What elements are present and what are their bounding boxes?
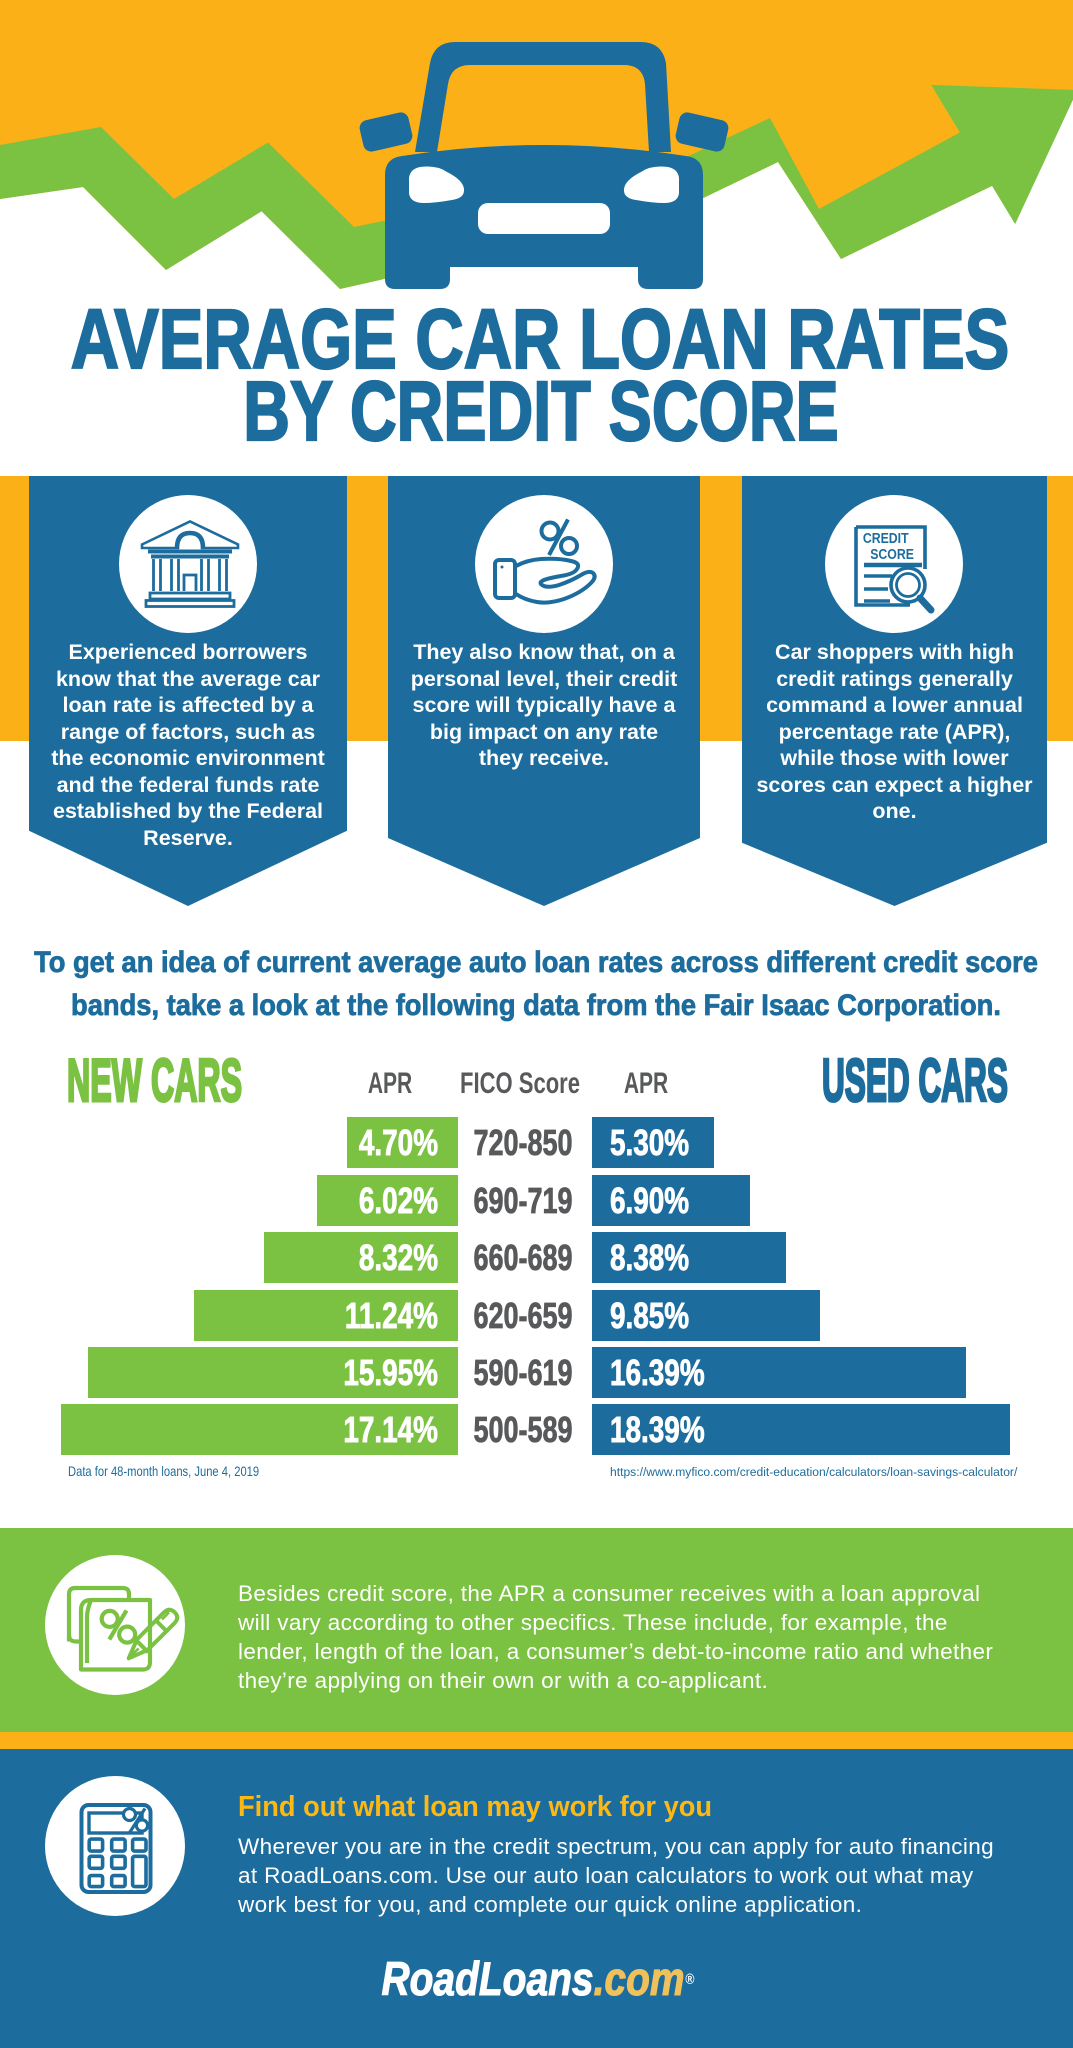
svg-text:CREDIT: CREDIT [863, 530, 909, 546]
svg-text:SCORE: SCORE [870, 546, 914, 562]
